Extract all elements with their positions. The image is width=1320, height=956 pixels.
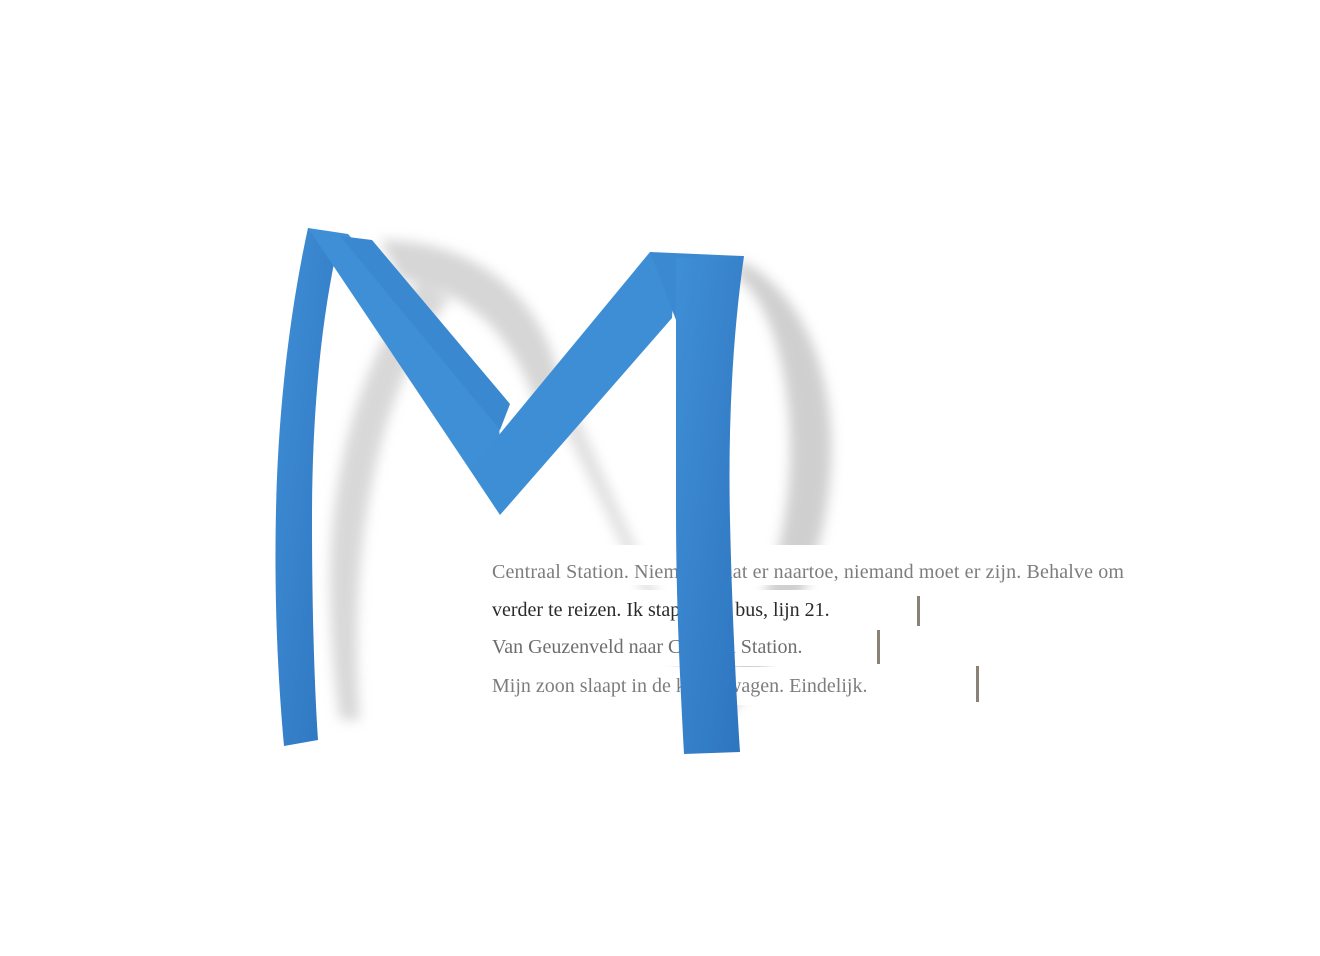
cut-edge-mark <box>877 630 880 664</box>
paper-strip-1 <box>486 545 1281 585</box>
text-line-4: Mijn zoon slaapt in de kinderwagen. Eind… <box>492 675 868 697</box>
text-line-1: Centraal Station. Niemand gaat er naarto… <box>492 561 1125 583</box>
cut-edge-mark <box>917 596 920 626</box>
cut-edge-mark <box>976 666 979 702</box>
text-line-2: verder te reizen. Ik stap uit de bus, li… <box>492 599 830 621</box>
